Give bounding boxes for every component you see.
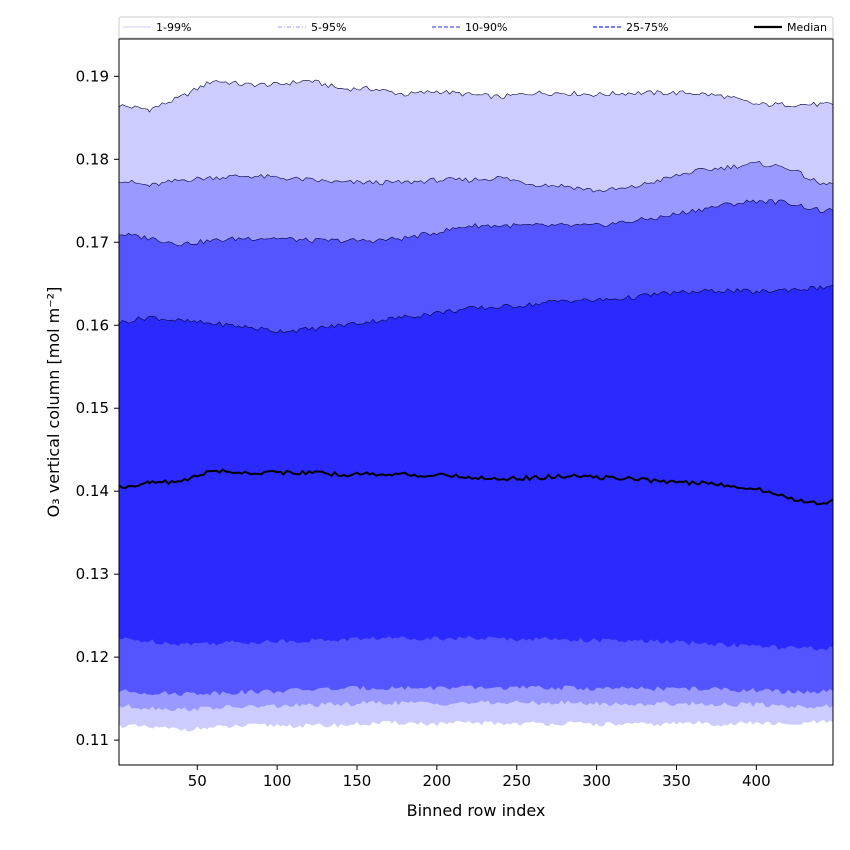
plot-frame <box>118 38 834 766</box>
x-tick-label: 100 <box>263 772 292 790</box>
y-axis-ticks: 0.11 0.12 0.13 0.14 0.15 0.16 0.17 0.18 0.19 <box>76 67 119 749</box>
percentile-bands <box>119 79 833 732</box>
y-tick-label: 0.13 <box>76 565 109 583</box>
y-tick-label: 0.12 <box>76 648 109 666</box>
legend-box <box>118 16 834 39</box>
y-tick-label: 0.18 <box>76 150 109 168</box>
legend-label: 25-75% <box>626 21 668 34</box>
x-tick-label: 200 <box>423 772 452 790</box>
x-axis-ticks: 50 100 150 200 250 300 350 400 <box>188 765 771 790</box>
y-tick-label: 0.11 <box>76 731 109 749</box>
median-line <box>118 468 834 506</box>
legend-label: 5-95% <box>311 21 346 34</box>
x-tick-label: 250 <box>502 772 531 790</box>
legend-label: Median <box>787 21 827 34</box>
x-tick-label: 50 <box>188 772 207 790</box>
y-tick-label: 0.14 <box>76 482 109 500</box>
x-axis-title: Binned row index <box>407 801 546 820</box>
band-upper-edge-25-75pct <box>118 285 834 334</box>
x-tick-label: 350 <box>662 772 691 790</box>
y-tick-label: 0.15 <box>76 399 109 417</box>
band-upper-edge-5-95pct <box>118 161 834 193</box>
x-tick-label: 300 <box>582 772 611 790</box>
percentile-band-edges <box>118 79 834 334</box>
band-upper-edge-10-90pct <box>118 199 834 247</box>
band-upper-edge-1-99pct <box>118 79 834 113</box>
y-axis-title: O₃ vertical column [mol m⁻²] <box>44 287 63 518</box>
band-25-75pct <box>119 285 833 651</box>
x-tick-label: 150 <box>343 772 372 790</box>
legend-label: 10-90% <box>465 21 507 34</box>
y-tick-label: 0.17 <box>76 233 109 251</box>
y-tick-label: 0.19 <box>76 67 109 85</box>
x-tick-label: 400 <box>742 772 771 790</box>
legend: 1-99% 5-95% 10-90% 25-75% Median <box>118 16 834 39</box>
median-layer <box>118 468 834 506</box>
legend-label: 1-99% <box>156 21 191 34</box>
y-tick-label: 0.16 <box>76 316 109 334</box>
